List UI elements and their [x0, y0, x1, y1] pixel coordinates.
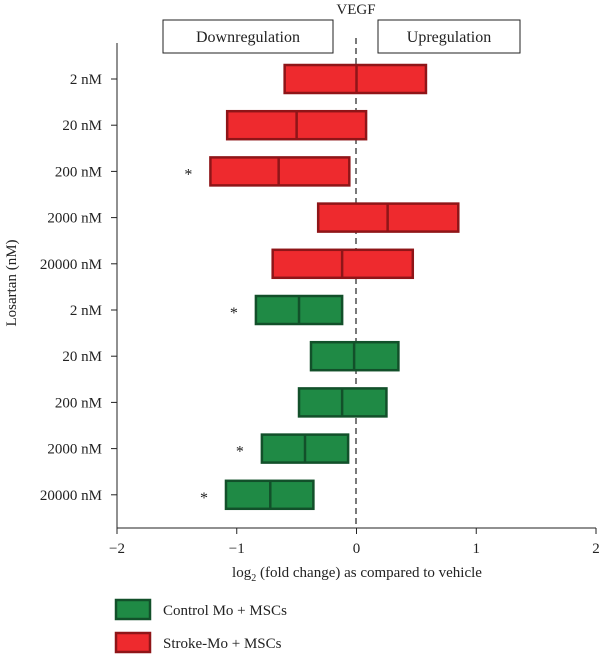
- x-axis-title-log: log: [232, 565, 252, 581]
- significance-marker: *: [230, 305, 238, 322]
- row-label: 2000 nM: [47, 211, 102, 227]
- row-label: 20000 nM: [40, 488, 102, 504]
- legend-label: Control Mo + MSCs: [163, 603, 287, 619]
- x-axis-title: log2 (fold change) as compared to vehicl…: [232, 565, 482, 584]
- x-tick-label: 1: [473, 541, 481, 557]
- row-label: 2 nM: [70, 303, 102, 319]
- row-label: 20000 nM: [40, 257, 102, 273]
- significance-marker: *: [236, 444, 244, 461]
- row-label: 20 nM: [62, 349, 102, 365]
- significance-marker: *: [184, 166, 192, 183]
- row-label: 200 nM: [55, 395, 102, 411]
- legend-swatch: [114, 631, 152, 654]
- x-tick-label: 2: [592, 541, 600, 557]
- row-8: 2000 nM *: [47, 433, 350, 464]
- region-downregulation-box: Downregulation: [162, 19, 334, 54]
- legend-label: Stroke-Mo + MSCs: [163, 636, 282, 652]
- row-6: 20 nM: [62, 340, 400, 372]
- region-upregulation-box: Upregulation: [377, 19, 521, 54]
- x-axis-title-rest: (fold change) as compared to vehicle: [256, 565, 482, 581]
- legend-item: Control Mo + MSCs: [114, 598, 287, 621]
- row-2: 200 nM *: [55, 156, 351, 187]
- row-7: 200 nM: [55, 387, 388, 418]
- x-tick-label: 0: [353, 541, 361, 557]
- x-tick-label: −1: [229, 541, 245, 557]
- row-label: 2000 nM: [47, 442, 102, 458]
- x-tick-label: −2: [109, 541, 125, 557]
- row-9: 20000 nM *: [40, 479, 315, 511]
- row-label: 200 nM: [55, 164, 102, 180]
- data-rows: 2 nM 20 nM 200 nM * 2000 nM 20000 nM 2 nM * 20 n…: [40, 63, 460, 511]
- x-axis-ticks: −2 −1 0 1 2: [109, 528, 600, 557]
- y-axis-title: Losartan (nM): [4, 239, 20, 326]
- row-label: 20 nM: [62, 118, 102, 134]
- chart-title: VEGF: [336, 2, 375, 18]
- row-3: 2000 nM: [47, 202, 460, 233]
- row-5: 2 nM *: [70, 294, 344, 326]
- row-4: 20000 nM: [40, 248, 415, 280]
- region-downregulation-label: Downregulation: [196, 29, 300, 46]
- region-upregulation-label: Upregulation: [407, 29, 491, 46]
- significance-marker: *: [200, 490, 208, 507]
- row-label: 2 nM: [70, 72, 102, 88]
- legend: Control Mo + MSCs Stroke-Mo + MSCs: [114, 598, 287, 654]
- legend-item: Stroke-Mo + MSCs: [114, 631, 282, 654]
- row-0: 2 nM: [70, 63, 428, 95]
- x-axis-title-subscript: 2: [251, 573, 256, 584]
- legend-swatch: [114, 598, 152, 621]
- row-1: 20 nM: [62, 109, 368, 141]
